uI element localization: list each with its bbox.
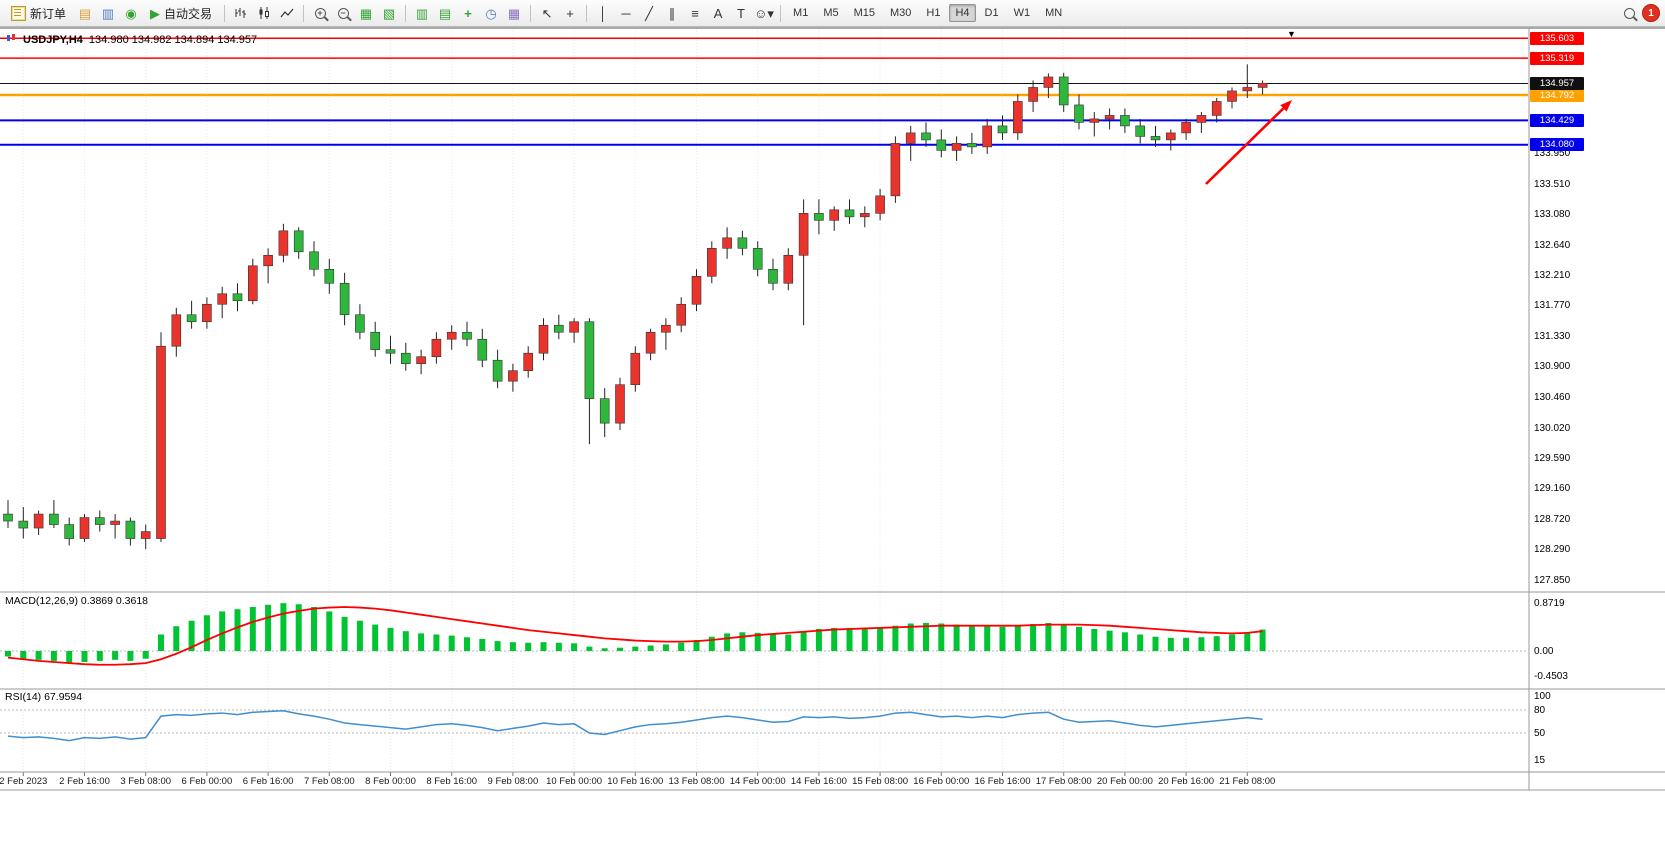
market-watch-icon[interactable]: ▤: [78, 5, 92, 21]
timeframe-m30-button[interactable]: M30: [890, 7, 912, 19]
candlestick-chart-icon[interactable]: [254, 3, 274, 24]
gridlines: [22, 28, 1248, 776]
auto-trading-label: 自动交易: [164, 6, 213, 21]
timeframe-m15-button[interactable]: M15: [853, 7, 875, 19]
timeframe-mn-button[interactable]: MN: [1045, 7, 1063, 19]
arrows-tool-icon[interactable]: ☺▾: [754, 5, 774, 21]
main-toolbar: 新订单 ▤ ▥ ◉ ▶ 自动交易 + − ▦ ▧ ▥ ▤ + ◷ ▦ ↖ +: [0, 0, 1665, 27]
channel-icon[interactable]: ∥: [668, 5, 676, 21]
macd-indicator-label: MACD(12,26,9) 0.3869 0.3618: [5, 595, 149, 607]
tile-windows-icon[interactable]: ▦: [359, 5, 373, 21]
toolbar-separator: [780, 4, 782, 22]
timeframe-h1-button[interactable]: H1: [926, 7, 941, 19]
cascade-windows-icon[interactable]: ▧: [382, 5, 396, 21]
ohlc-values: 134.980 134.982 134.894 134.957: [88, 34, 258, 46]
navigator-icon[interactable]: ▥: [101, 5, 115, 21]
symbol-icon: [6, 33, 17, 47]
period-clock-icon[interactable]: ◷: [485, 5, 497, 21]
text-label-icon[interactable]: T: [737, 5, 745, 21]
terminal-icon[interactable]: ◉: [125, 5, 137, 21]
new-order-button[interactable]: 新订单: [5, 3, 72, 24]
rsi-line: [7, 710, 1263, 742]
cursor-icon[interactable]: ↖: [541, 5, 553, 21]
macd-indicator: [0, 603, 1528, 666]
zoom-in-icon[interactable]: +: [310, 3, 330, 24]
auto-trading-icon: ▶: [150, 5, 161, 21]
toolbar-separator: [224, 4, 226, 22]
candlestick-series: [3, 64, 1268, 550]
chart-title: USDJPY,H4 134.980 134.982 134.894 134.95…: [6, 33, 257, 47]
new-order-icon: [11, 5, 26, 21]
rsi-indicator-label: RSI(14) 67.9594: [5, 691, 83, 703]
timeframe-w1-button[interactable]: W1: [1013, 7, 1031, 19]
new-chart-icon[interactable]: +: [464, 5, 472, 21]
timeframe-m1-button[interactable]: M1: [793, 7, 809, 19]
toolbar-separator: [530, 4, 532, 22]
rsi-indicator: [0, 709, 1528, 742]
zoom-out-icon[interactable]: −: [333, 3, 353, 24]
template-icon[interactable]: ▦: [507, 5, 521, 21]
toolbar-separator: [405, 4, 407, 22]
line-chart-icon[interactable]: [277, 3, 297, 24]
macd-signal-line: [7, 606, 1263, 666]
text-icon[interactable]: A: [713, 5, 723, 21]
trendline-icon[interactable]: ╱: [645, 5, 653, 21]
new-order-label: 新订单: [30, 6, 67, 21]
timeframe-m5-button[interactable]: M5: [823, 7, 839, 19]
timeframe-h4-button[interactable]: H4: [949, 4, 976, 22]
timeframe-d1-button[interactable]: D1: [984, 7, 999, 19]
symbol-period-label: USDJPY,H4: [23, 34, 83, 46]
auto-trading-button[interactable]: ▶ 自动交易: [144, 3, 218, 24]
fibonacci-icon[interactable]: ≡: [691, 5, 699, 21]
arrow-annotation[interactable]: [1205, 100, 1292, 185]
arrange-horizontal-icon[interactable]: ▤: [438, 5, 452, 21]
search-icon[interactable]: [1619, 3, 1639, 24]
chart-shift-marker[interactable]: ▼: [1287, 29, 1296, 39]
toolbar-separator: [586, 4, 588, 22]
crosshair-icon[interactable]: +: [566, 5, 574, 21]
bar-chart-icon[interactable]: [231, 3, 251, 24]
vertical-line-icon[interactable]: │: [598, 5, 608, 21]
notification-badge[interactable]: 1: [1642, 4, 1660, 22]
horizontal-line-icon[interactable]: ─: [621, 5, 631, 21]
arrange-windows-icon[interactable]: ▥: [415, 5, 429, 21]
toolbar-separator: [303, 4, 305, 22]
